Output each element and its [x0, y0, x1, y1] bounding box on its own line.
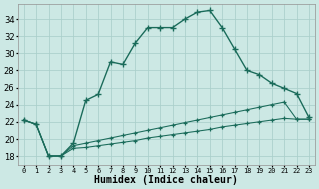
X-axis label: Humidex (Indice chaleur): Humidex (Indice chaleur): [94, 175, 238, 185]
